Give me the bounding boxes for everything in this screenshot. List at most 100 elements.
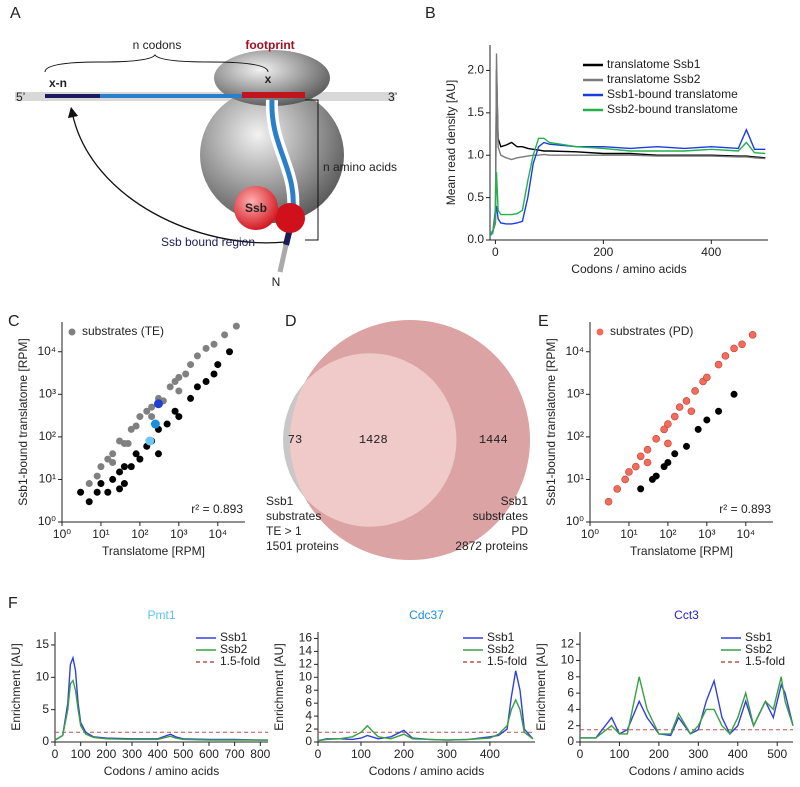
legend-label: Ssb2-bound translatome: [607, 102, 738, 116]
point: [166, 383, 174, 391]
point: [643, 458, 652, 467]
x-tick-label: 100: [351, 747, 371, 761]
legend-label: Ssb1: [220, 630, 248, 644]
point: [703, 416, 711, 424]
y-tick-label: 16: [299, 631, 313, 645]
n-terminus: N: [272, 275, 281, 289]
n-amino-acids: n amino acids: [323, 160, 397, 174]
x-tick-label: 0: [52, 747, 59, 761]
ssb: [234, 186, 278, 230]
y-tick-label: 2: [567, 718, 574, 732]
x-axis-label: Codons / amino acids: [571, 262, 686, 276]
point: [748, 331, 757, 339]
x-tick-label: 200: [96, 747, 116, 761]
legend-label: Ssb2: [745, 642, 773, 656]
x-tick-label: 200: [394, 747, 414, 761]
panel-label: C: [8, 313, 20, 330]
y-tick-label: 8: [567, 669, 574, 683]
large-subunit: [200, 87, 344, 223]
line: [489, 137, 766, 237]
point: [120, 463, 128, 471]
y-tick-label: 6: [567, 685, 574, 699]
x-axis-label: Codons / amino acids: [629, 764, 744, 778]
legend-label: Ssb1: [745, 630, 773, 644]
annotation: r² = 0.893: [191, 502, 243, 516]
point: [182, 370, 190, 378]
point: [652, 435, 660, 443]
y-tick-label: 0: [567, 734, 574, 748]
x-tick-label: 0: [492, 245, 499, 259]
five-prime: 5’: [16, 90, 25, 104]
point: [636, 452, 645, 461]
arrow: [67, 106, 286, 244]
x-tick-label: 10¹: [620, 527, 637, 541]
x-tick-label: 10²: [131, 527, 148, 541]
chart-title: Cct3: [674, 608, 699, 622]
line: [580, 676, 794, 739]
x-tick-label: 10⁰: [581, 527, 599, 541]
point: [664, 439, 672, 448]
x-tick-label: 800: [250, 747, 270, 761]
x-tick-label: 10¹: [92, 527, 109, 541]
y-tick-label: 0.0: [467, 232, 484, 246]
point: [132, 450, 140, 458]
point: [132, 422, 140, 430]
x-tick-label: 400: [148, 747, 168, 761]
x-tick-label: 400: [728, 747, 748, 761]
y-tick-label: 10⁰: [38, 514, 56, 528]
x-tick-label: 200: [593, 245, 613, 259]
point: [104, 455, 112, 463]
legend-marker: [596, 328, 604, 336]
legend-label: substrates (PD): [610, 324, 693, 338]
y-tick-label: 15: [36, 637, 50, 651]
y-tick-label: 4: [305, 708, 312, 722]
venn-count: 73: [288, 433, 302, 447]
annotation: r² = 0.893: [719, 502, 771, 516]
legend-label: 1.5-fold: [745, 654, 785, 668]
y-tick-label: 10⁴: [37, 344, 56, 358]
x-label: x: [265, 72, 272, 86]
point: [714, 360, 723, 369]
point: [150, 419, 160, 429]
point: [136, 455, 144, 463]
point: [171, 407, 179, 415]
point: [145, 436, 155, 446]
point: [715, 407, 723, 415]
point: [163, 420, 171, 428]
legend-label: substrates (TE): [82, 324, 164, 338]
point: [621, 475, 629, 484]
point: [127, 463, 135, 471]
legend-label: Ssb1-bound translatome: [607, 87, 738, 101]
y-tick-label: 2.0: [467, 63, 484, 77]
panel-label: A: [10, 5, 21, 22]
legend-label: translatome Ssb1: [607, 57, 701, 71]
point: [153, 399, 163, 409]
brace: [44, 54, 269, 73]
y-tick-label: 10: [561, 653, 575, 667]
point: [625, 468, 633, 476]
y-tick-label: 10²: [39, 429, 56, 443]
y-axis-label: Ssb1-bound translatome [RPM]: [544, 338, 558, 505]
point: [109, 450, 117, 458]
point: [202, 344, 210, 352]
point: [664, 420, 672, 428]
x-axis-label: Translatome [RPM]: [102, 544, 205, 558]
point: [127, 425, 135, 433]
point: [104, 488, 112, 496]
x-axis-label: Translatome [RPM]: [630, 544, 733, 558]
point: [124, 439, 132, 447]
point: [143, 407, 151, 415]
venn-label: TE > 1: [266, 524, 302, 538]
legend-label: Ssb1: [487, 630, 515, 644]
x-tick-label: 100: [609, 747, 629, 761]
point: [687, 407, 696, 416]
venn-label: substrates: [266, 509, 321, 523]
y-tick-label: 14: [299, 644, 313, 658]
point: [109, 459, 117, 467]
line: [580, 678, 794, 739]
line: [54, 678, 268, 741]
venn-count: 1444: [479, 433, 508, 447]
chart-title: Pmt1: [147, 608, 175, 622]
